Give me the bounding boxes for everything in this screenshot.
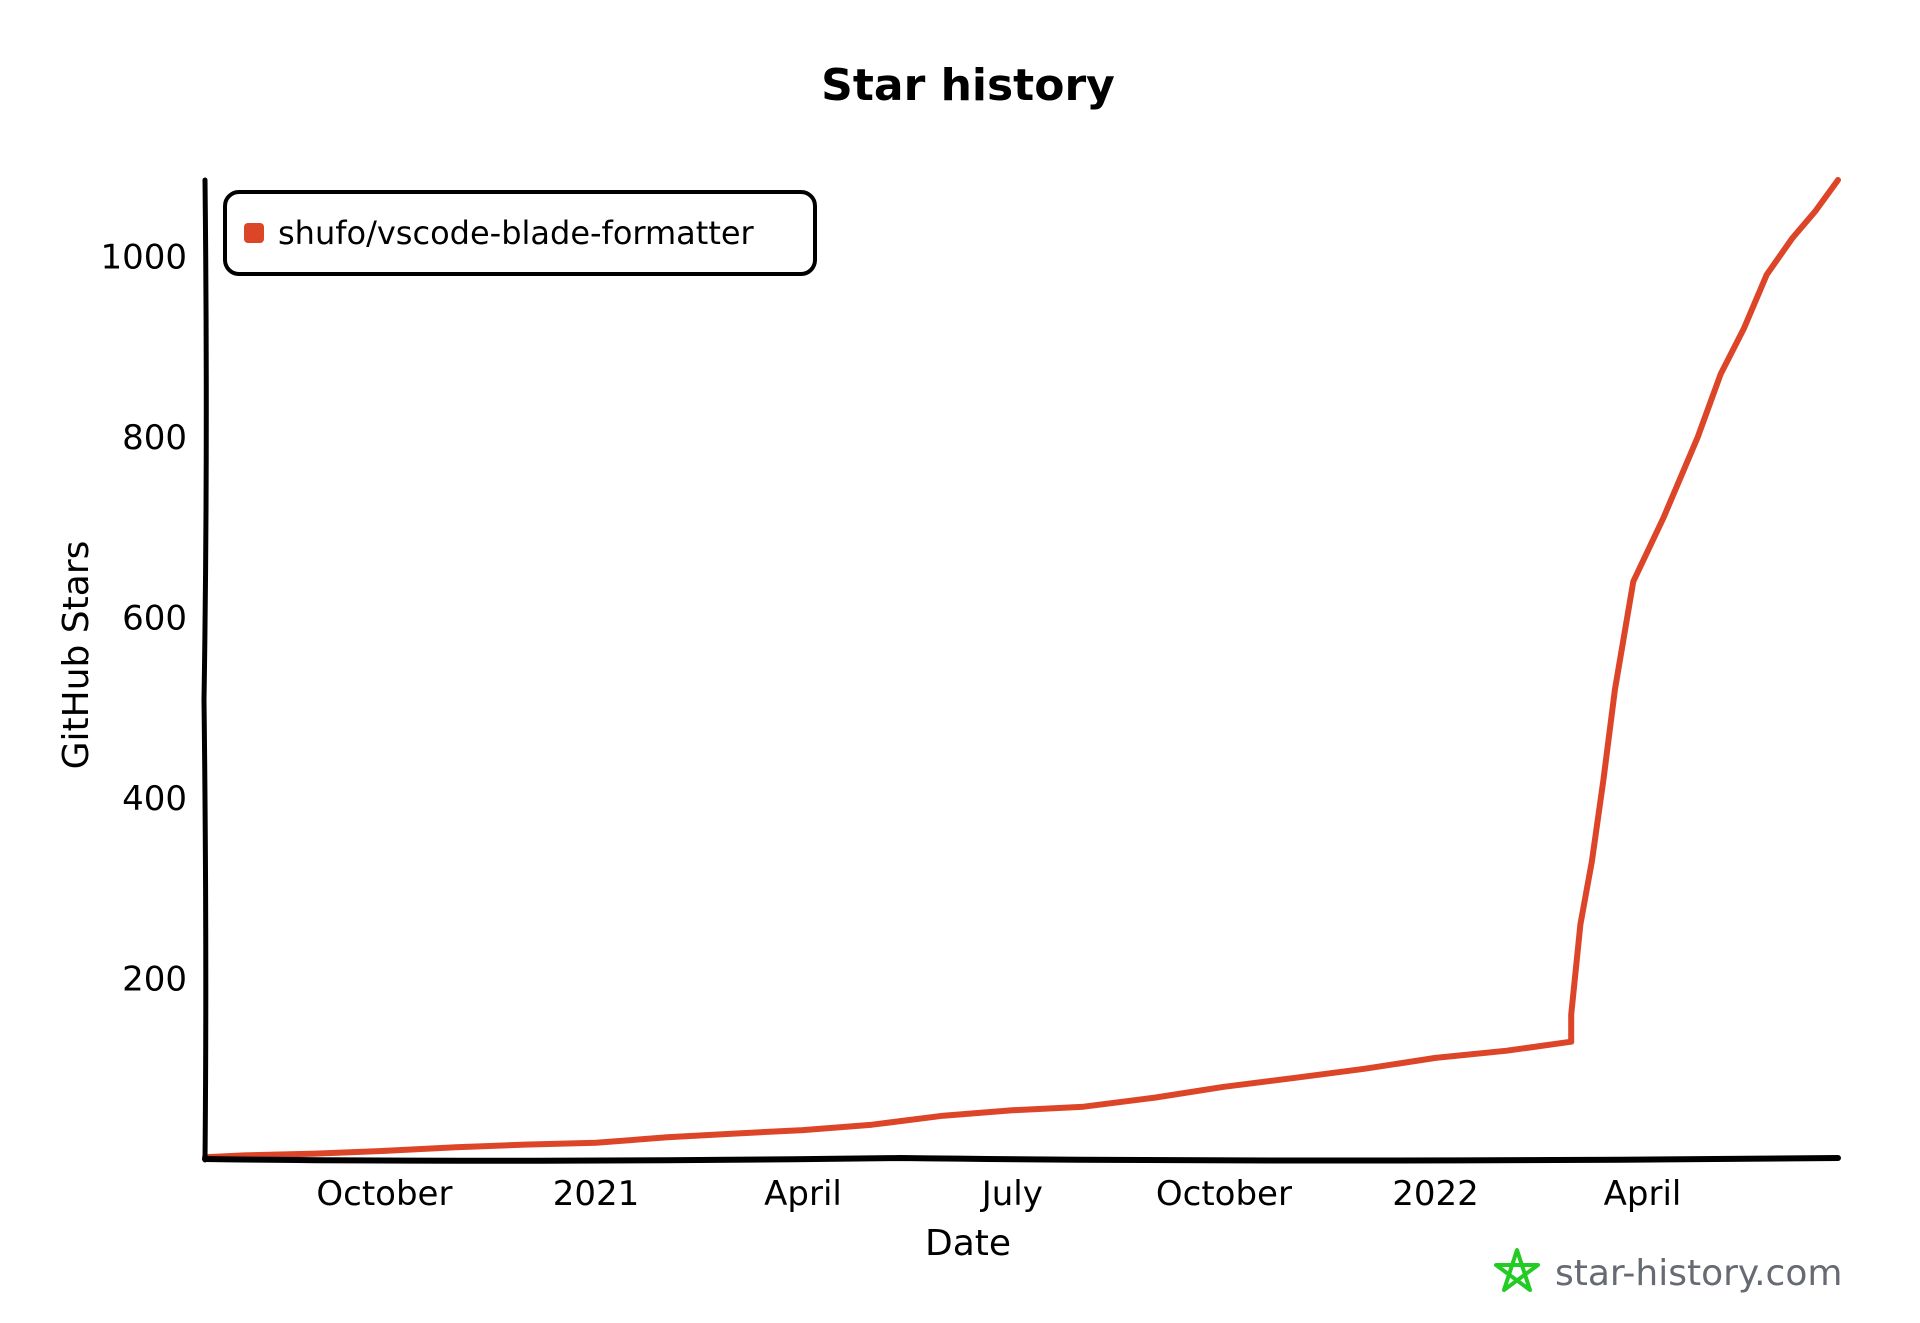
brand-text: star-history.com [1555, 1253, 1842, 1294]
legend-label: shufo/vscode-blade-formatter [278, 214, 755, 252]
x-tick-label: 2022 [1392, 1174, 1479, 1214]
legend: shufo/vscode-blade-formatter [223, 190, 817, 276]
y-axis-label: GitHub Stars [56, 541, 97, 770]
legend-swatch [244, 223, 264, 243]
x-tick-label: October [1156, 1174, 1292, 1214]
y-tick-label: 1000 [100, 238, 187, 278]
x-tick-label: April [1604, 1174, 1682, 1214]
y-tick-label: 600 [122, 599, 187, 639]
x-tick-label: April [764, 1174, 842, 1214]
legend-box [223, 190, 817, 276]
x-axis-ticks: October 2021 April July October 2022 April [316, 1174, 1681, 1214]
star-icon [1494, 1248, 1540, 1292]
y-axis-line [201, 177, 209, 1163]
y-axis-ticks: 200 400 600 800 1000 [100, 238, 187, 1000]
y-tick-label: 400 [122, 779, 187, 819]
x-axis-label: Date [925, 1223, 1011, 1264]
series-line [202, 177, 1841, 1161]
x-tick-label: 2021 [553, 1174, 640, 1214]
x-tick-label: October [316, 1174, 452, 1214]
y-tick-label: 800 [122, 418, 187, 458]
chart-title: Star history [821, 60, 1115, 111]
brand: star-history.com [1494, 1248, 1842, 1294]
y-tick-label: 200 [122, 960, 187, 1000]
x-tick-label: July [980, 1174, 1043, 1214]
x-axis-line [202, 1154, 1841, 1164]
